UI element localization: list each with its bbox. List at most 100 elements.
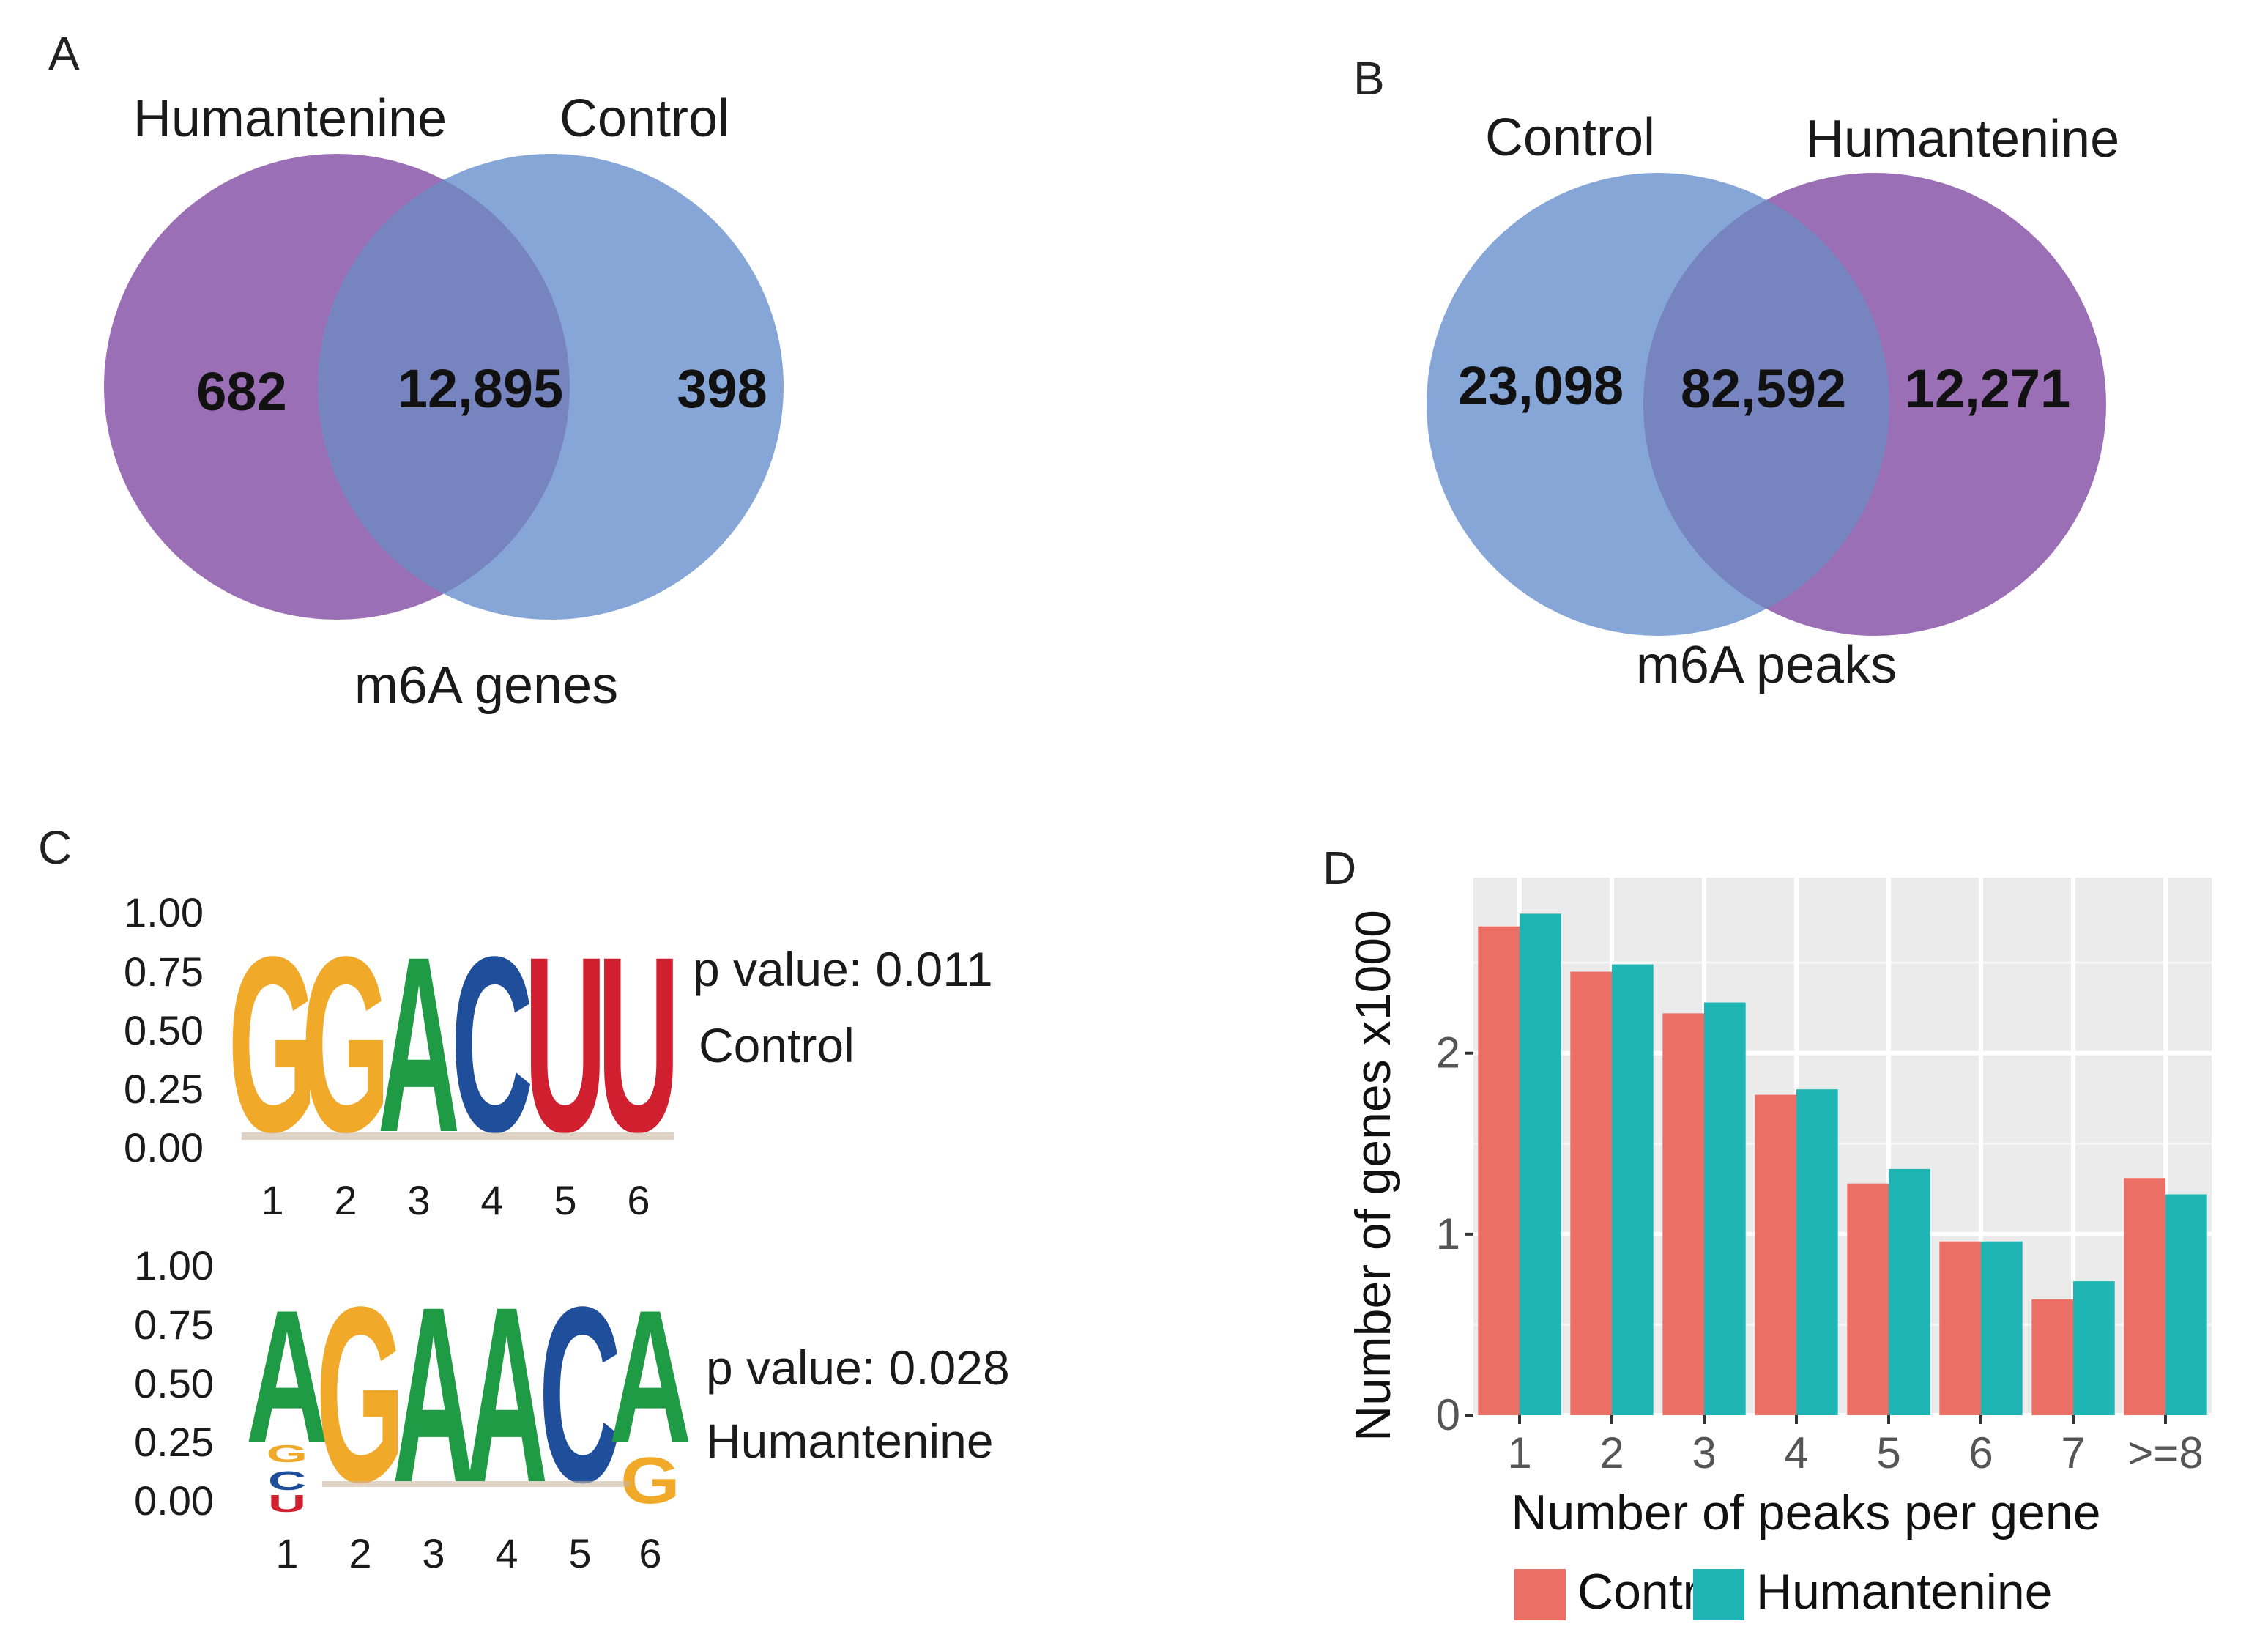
- x-tick: 1: [261, 1177, 283, 1223]
- motif-name: Control: [699, 1018, 855, 1072]
- x-tick-label: 1: [1507, 1428, 1531, 1477]
- motif-letter-minor: G: [620, 1443, 680, 1517]
- motif-logos: 1.00 0.75 0.50 0.25 0.00 G G A C U U 1 2…: [124, 889, 1010, 1576]
- x-tick: 1: [275, 1530, 298, 1576]
- bar-humantenine-3: [1704, 1002, 1746, 1415]
- bar-control-5: [1847, 1183, 1889, 1415]
- bar-control-1: [1478, 926, 1520, 1415]
- motif-letter: A: [246, 1272, 329, 1483]
- motif-letter: A: [609, 1272, 692, 1483]
- venn-a-overlap: 12,895: [398, 358, 563, 419]
- y-tick: 0.25: [124, 1066, 204, 1112]
- motif-letter-minor: C: [268, 1466, 306, 1496]
- bar-control-8: [2124, 1178, 2165, 1415]
- x-axis-title: Number of peaks per gene: [1511, 1485, 2100, 1540]
- motif-letter-minor: G: [267, 1440, 308, 1467]
- motif-minor-letters: [322, 1481, 630, 1487]
- bar-control-3: [1662, 1013, 1704, 1415]
- venn-b-right-title: Humantenine: [1806, 110, 2119, 168]
- x-tick: 2: [334, 1177, 357, 1223]
- bar-control-2: [1570, 971, 1612, 1415]
- venn-b-left-title: Control: [1485, 108, 1655, 167]
- panel-label-c: C: [38, 821, 72, 874]
- motif-pvalue: p value: 0.011: [693, 942, 993, 996]
- venn-peaks: Control Humantenine 23,098 82,592 12,271…: [1427, 108, 2119, 694]
- venn-a-right-title: Control: [559, 89, 729, 148]
- motif-letter: A: [393, 1255, 475, 1535]
- y-tick-label: 2: [1436, 1028, 1460, 1078]
- bar-control-4: [1755, 1094, 1796, 1415]
- motif-name: Humantenine: [706, 1414, 994, 1468]
- x-tick-label: 7: [2061, 1428, 2085, 1477]
- x-tick-label: 2: [1599, 1428, 1624, 1477]
- bar-humantenine-5: [1889, 1168, 1930, 1415]
- bar-humantenine-7: [2073, 1281, 2115, 1415]
- x-tick-label: 5: [1876, 1428, 1900, 1477]
- x-tick-label: 4: [1784, 1428, 1808, 1477]
- venn-a-only-right: 398: [677, 358, 767, 419]
- legend-swatch-control: [1514, 1569, 1566, 1620]
- bar-humantenine-8: [2165, 1194, 2207, 1415]
- venn-a-left-title: Humantenine: [133, 89, 447, 148]
- legend-label-humantenine: Humantenine: [1756, 1564, 2052, 1620]
- y-tick: 1.00: [134, 1242, 214, 1288]
- panel-label-d: D: [1323, 842, 1357, 894]
- venn-b-caption: m6A peaks: [1636, 636, 1897, 694]
- x-tick: 4: [480, 1177, 503, 1223]
- bar-chart: 012 1 2 3 4 5 6 7 >=8 Number of genes x1000 Num…: [1345, 878, 2212, 1620]
- motif-letter: C: [451, 905, 534, 1184]
- x-tick: 6: [627, 1177, 650, 1223]
- motif-logo-control: 1.00 0.75 0.50 0.25 0.00 G G A C U U 1 2…: [124, 889, 993, 1223]
- x-tick: 6: [639, 1530, 661, 1576]
- motif-letter: G: [301, 905, 390, 1184]
- y-tick: 0.00: [124, 1124, 204, 1171]
- x-tick: 5: [568, 1530, 591, 1576]
- x-tick: 2: [349, 1530, 371, 1576]
- y-tick: 0.75: [134, 1302, 214, 1348]
- x-tick: 4: [495, 1530, 518, 1576]
- bar-humantenine-6: [1981, 1241, 2023, 1415]
- motif-letter-minor: U: [268, 1490, 306, 1517]
- venn-a-only-left: 682: [196, 361, 286, 422]
- bar-control-6: [1939, 1241, 1981, 1415]
- panel-label-a: A: [48, 27, 80, 80]
- y-axis-title: Number of genes x1000: [1345, 910, 1401, 1442]
- venn-b-only-right: 12,271: [1905, 358, 2070, 419]
- x-tick-label: 3: [1692, 1428, 1716, 1477]
- x-tick-label: >=8: [2127, 1428, 2203, 1477]
- y-tick-label: 1: [1436, 1209, 1460, 1258]
- legend: Control Humantenine: [1514, 1564, 2052, 1620]
- x-tick: 3: [422, 1530, 445, 1576]
- motif-letter: G: [316, 1255, 404, 1535]
- y-tick: 1.00: [124, 889, 204, 935]
- motif-letter: A: [378, 905, 461, 1184]
- bar-humantenine-2: [1612, 964, 1654, 1415]
- venn-b-overlap: 82,592: [1681, 358, 1846, 419]
- x-tick: 5: [554, 1177, 576, 1223]
- motif-pvalue: p value: 0.028: [706, 1340, 1010, 1395]
- y-tick: 0.00: [134, 1477, 214, 1524]
- venn-a-caption: m6A genes: [354, 656, 618, 715]
- motif-letter: A: [466, 1255, 549, 1535]
- x-tick-label: 6: [1968, 1428, 1993, 1477]
- x-tick: 3: [407, 1177, 430, 1223]
- y-tick-label: 0: [1436, 1390, 1460, 1439]
- motif-letter: U: [598, 905, 680, 1184]
- y-tick: 0.50: [134, 1360, 214, 1406]
- motif-letter: U: [524, 905, 607, 1184]
- legend-swatch-humantenine: [1693, 1569, 1744, 1620]
- motif-minor-letters: [242, 1132, 674, 1140]
- motif-logo-humantenine: 1.00 0.75 0.50 0.25 0.00 A G C U G A A C…: [134, 1242, 1010, 1576]
- venn-overlap: [1643, 173, 1889, 636]
- bar-humantenine-1: [1520, 913, 1561, 1415]
- bar-control-7: [2031, 1299, 2073, 1415]
- venn-genes: Humantenine Control 682 12,895 398 m6A g…: [104, 89, 784, 715]
- bar-humantenine-4: [1796, 1089, 1838, 1415]
- y-tick: 0.25: [134, 1419, 214, 1465]
- venn-b-only-left: 23,098: [1458, 355, 1624, 416]
- y-tick: 0.50: [124, 1007, 204, 1053]
- venn-overlap: [318, 154, 570, 620]
- y-tick: 0.75: [124, 949, 204, 995]
- motif-letter: C: [539, 1255, 622, 1535]
- panel-label-b: B: [1353, 52, 1385, 105]
